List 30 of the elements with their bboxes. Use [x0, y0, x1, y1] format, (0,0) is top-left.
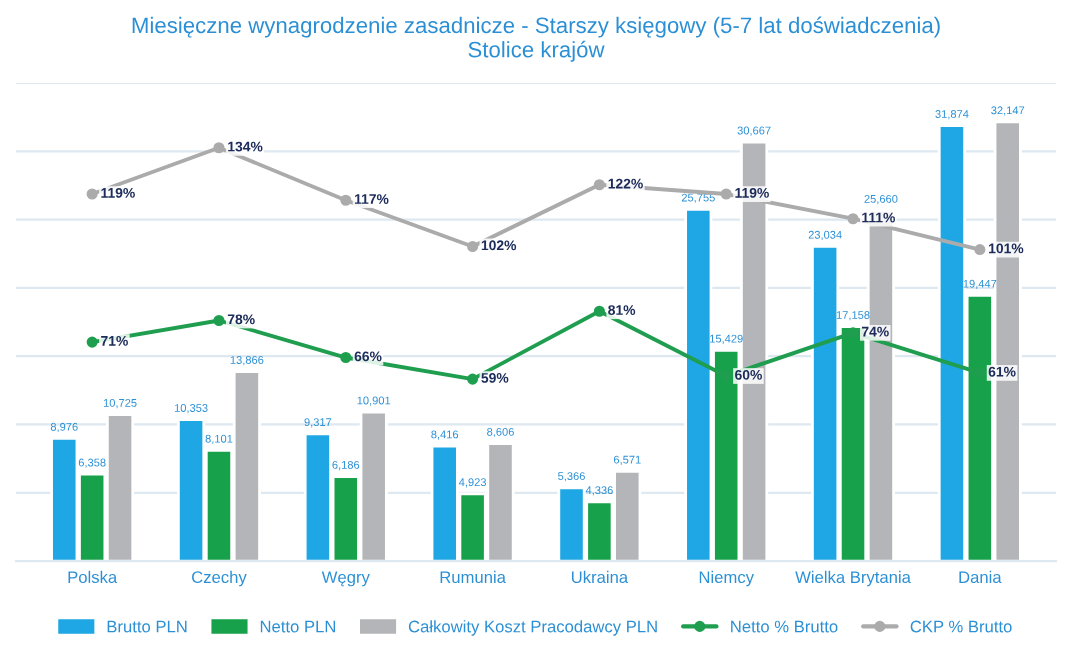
point — [213, 142, 225, 154]
point — [974, 367, 986, 379]
point — [974, 244, 986, 256]
point — [720, 370, 732, 382]
point — [340, 351, 352, 364]
point — [86, 188, 98, 200]
point — [467, 373, 479, 385]
legend-label: Całkowity Koszt Pracodawcy PLN — [408, 620, 657, 636]
point — [847, 327, 859, 339]
point — [213, 314, 225, 327]
point — [593, 179, 605, 191]
point — [86, 336, 98, 348]
legend-label: Netto % Brutto — [731, 620, 838, 633]
point — [593, 305, 605, 317]
x-tick-label: Rumunia — [440, 570, 506, 584]
legend-label: Brutto PLN — [107, 620, 187, 633]
x-tick-label: Ukraina — [571, 570, 629, 584]
x-tick-label: Niemcy — [699, 570, 754, 587]
x-tick-label: Polska — [68, 570, 118, 584]
x-tick-label: Czechy — [192, 570, 247, 587]
point — [467, 240, 479, 253]
point — [340, 194, 352, 206]
x-tick-label: Dania — [959, 570, 1002, 584]
point — [720, 188, 732, 200]
legend-label: Netto PLN — [260, 620, 336, 633]
x-tick-label: Wielka Brytania — [795, 570, 911, 587]
legend-label: CKP % Brutto — [910, 620, 1012, 633]
point — [847, 213, 859, 225]
chart-title: Miesięczne wynagrodzenie zasadnicze - Starszy księgowy (5-7 lat doświadczenia) Stolice krajów — [132, 16, 940, 62]
x-tick-label: Węgry — [321, 571, 370, 587]
